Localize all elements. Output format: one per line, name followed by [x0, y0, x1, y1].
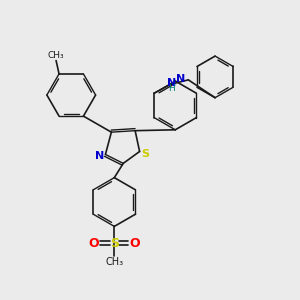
- Text: CH₃: CH₃: [105, 257, 123, 267]
- Text: N: N: [95, 151, 105, 161]
- Text: N: N: [176, 74, 185, 84]
- Text: O: O: [130, 237, 140, 250]
- Text: H: H: [169, 84, 176, 93]
- Text: N: N: [167, 77, 177, 88]
- Text: S: S: [141, 149, 149, 159]
- Text: S: S: [110, 237, 119, 250]
- Text: CH₃: CH₃: [48, 51, 64, 60]
- Text: O: O: [88, 237, 99, 250]
